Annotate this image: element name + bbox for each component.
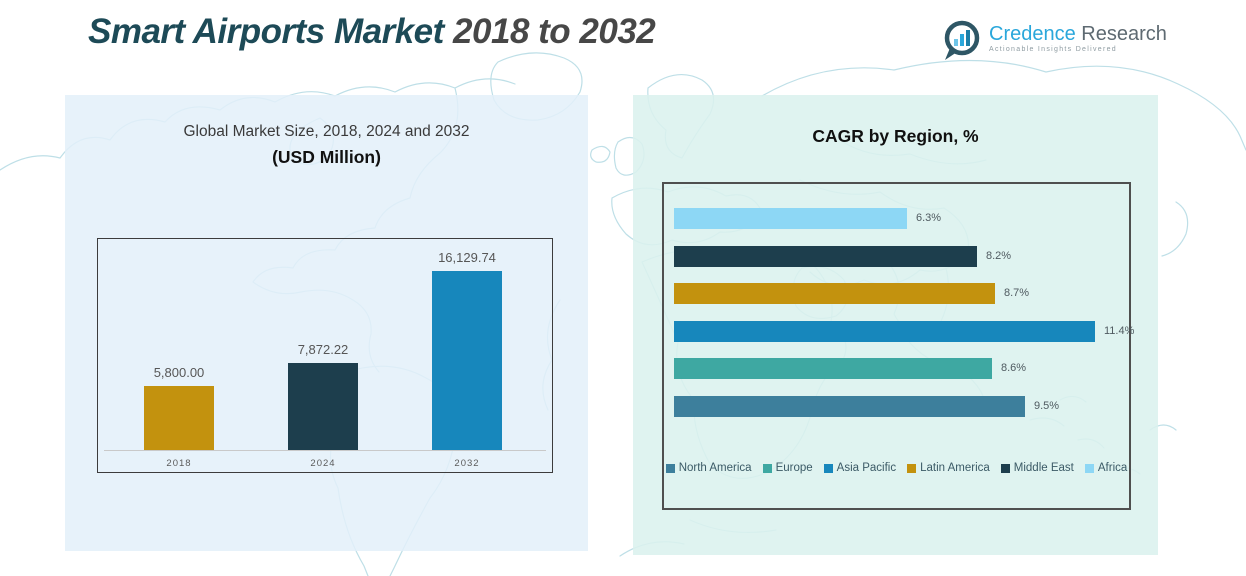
market-bar-value: 16,129.74 xyxy=(438,250,496,265)
legend-swatch xyxy=(762,463,772,473)
cagr-bar-value: 9.5% xyxy=(1034,400,1060,412)
legend-label: North America xyxy=(678,462,752,474)
cagr-bar-value: 8.7% xyxy=(1004,287,1030,299)
market-axis-tick: 2032 xyxy=(454,458,480,469)
bar-chart-bubble-icon xyxy=(944,20,980,60)
legend-item-middle-east: Middle East xyxy=(1000,462,1074,474)
legend-label: Europe xyxy=(775,462,813,474)
market-bar-2018 xyxy=(144,386,214,450)
market-bar-2024 xyxy=(288,363,358,450)
cagr-bar-north-america xyxy=(674,396,1025,417)
legend-label: Asia Pacific xyxy=(836,462,897,474)
market-size-chart: 5,800.00 2018 7,872.22 2024 16,129.74 2032 xyxy=(97,238,553,473)
x-axis-line xyxy=(104,450,546,451)
legend-swatch xyxy=(907,463,917,473)
legend-swatch xyxy=(665,463,675,473)
page-title-range: 2018 to 2032 xyxy=(453,12,656,51)
legend-item-africa: Africa xyxy=(1084,462,1128,474)
market-axis-tick: 2024 xyxy=(310,458,336,469)
legend-label: Latin America xyxy=(920,462,990,474)
legend-swatch xyxy=(1000,463,1010,473)
cagr-legend: North America Europe Asia Pacific Latin Ame… xyxy=(664,462,1129,474)
cagr-bar-value: 6.3% xyxy=(916,212,942,224)
legend-swatch xyxy=(1084,463,1094,473)
legend-swatch xyxy=(823,463,833,473)
cagr-chart: North America Europe Asia Pacific Latin Ame… xyxy=(662,182,1135,510)
page-title: Smart Airports Market 2018 to 2032 xyxy=(88,12,656,52)
cagr-bar-value: 8.6% xyxy=(1001,362,1027,374)
logo-brand-primary: Credence xyxy=(989,23,1076,45)
credence-research-logo: Credence Research Actionable Insights De… xyxy=(942,20,1167,62)
logo-brand: Credence Research xyxy=(989,23,1167,45)
logo-brand-secondary: Research xyxy=(1081,23,1167,45)
legend-item-asia-pacific: Asia Pacific xyxy=(823,462,897,474)
market-axis-tick: 2018 xyxy=(166,458,192,469)
cagr-bar-europe xyxy=(674,358,992,379)
cagr-bar-value: 8.2% xyxy=(986,250,1012,262)
cagr-bar-africa xyxy=(674,208,907,229)
market-bar-value: 5,800.00 xyxy=(153,365,205,380)
cagr-bar-asia-pacific xyxy=(674,321,1095,342)
legend-label: Africa xyxy=(1097,462,1128,474)
logo-text: Credence Research Actionable Insights De… xyxy=(989,20,1167,53)
cagr-bar-latin-america xyxy=(674,283,995,304)
market-size-title-line2: (USD Million) xyxy=(272,147,381,167)
legend-item-north-america: North America xyxy=(665,462,752,474)
legend-item-europe: Europe xyxy=(762,462,813,474)
market-bar-2032 xyxy=(432,271,502,450)
cagr-bar-middle-east xyxy=(674,246,977,267)
market-size-panel: Global Market Size, 2018, 2024 and 2032 … xyxy=(65,95,588,551)
cagr-title: CAGR by Region, % xyxy=(812,126,979,146)
market-size-title-line1: Global Market Size, 2018, 2024 and 2032 xyxy=(183,123,470,140)
page-title-market: Smart Airports Market xyxy=(88,12,444,51)
legend-label: Middle East xyxy=(1013,462,1074,474)
cagr-panel: CAGR by Region, % North America Europe Asi… xyxy=(633,95,1158,555)
logo-tagline: Actionable Insights Delivered xyxy=(989,46,1117,53)
cagr-bar-value: 11.4% xyxy=(1104,325,1135,337)
market-bar-value: 7,872.22 xyxy=(297,342,349,357)
market-size-title: Global Market Size, 2018, 2024 and 2032 … xyxy=(65,123,588,168)
legend-item-latin-america: Latin America xyxy=(907,462,990,474)
